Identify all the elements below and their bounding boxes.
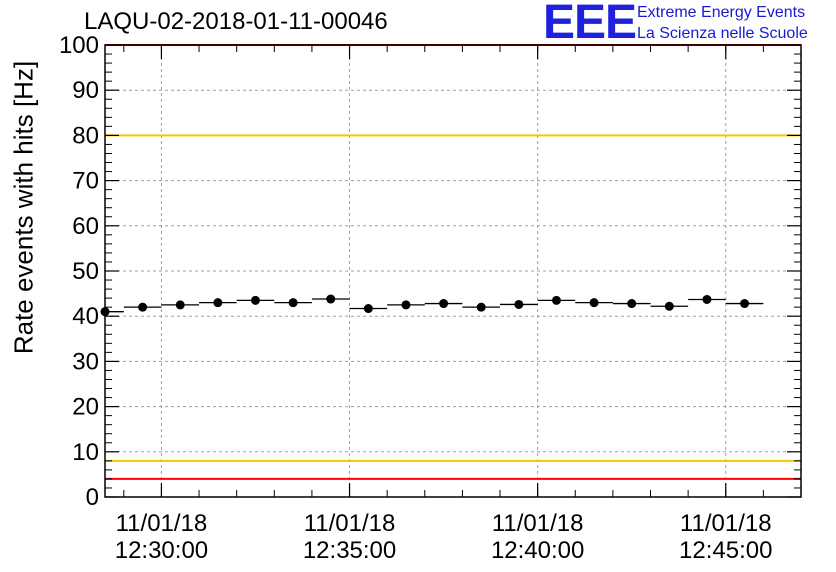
- x-tick-time-label: 12:40:00: [491, 537, 584, 564]
- data-point: [476, 302, 486, 312]
- y-tick-label: 40: [72, 303, 99, 330]
- data-point: [213, 298, 223, 308]
- y-tick-label: 50: [72, 258, 99, 285]
- data-point: [702, 294, 712, 304]
- data-point: [250, 295, 260, 305]
- y-tick-label: 100: [59, 32, 99, 59]
- y-tick-label: 30: [72, 348, 99, 375]
- y-tick-label: 60: [72, 213, 99, 240]
- data-point: [627, 299, 637, 309]
- data-point: [288, 298, 298, 308]
- axis-ticks: [105, 44, 802, 498]
- data-point: [664, 301, 674, 311]
- reference-lines: [105, 44, 801, 480]
- x-tick-time-label: 12:35:00: [303, 537, 396, 564]
- y-tick-label: 10: [72, 439, 99, 466]
- data-point: [551, 295, 561, 305]
- x-tick-time-label: 12:45:00: [679, 537, 772, 564]
- x-tick-date-label: 11/01/18: [492, 510, 584, 537]
- x-tick-date-label: 11/01/18: [116, 510, 208, 537]
- data-point: [514, 299, 524, 309]
- y-tick-label: 20: [72, 394, 99, 421]
- grid: [105, 45, 801, 497]
- y-tick-label: 70: [72, 168, 99, 195]
- chart-title: LAQU-02-2018-01-11-00046: [84, 8, 388, 35]
- y-tick-label: 80: [72, 122, 99, 149]
- data-series: [100, 294, 764, 317]
- x-tick-date-label: 11/01/18: [680, 510, 772, 537]
- logo-line-1: Extreme Energy Events: [637, 4, 806, 21]
- x-tick-time-label: 12:30:00: [115, 537, 208, 564]
- y-tick-label: 90: [72, 77, 99, 104]
- x-tick-date-label: 11/01/18: [304, 510, 396, 537]
- data-point: [401, 300, 411, 310]
- data-point: [740, 299, 750, 309]
- data-point: [363, 304, 373, 314]
- y-tick-label: 0: [86, 484, 99, 511]
- eee-logo: EEE: [543, 0, 637, 49]
- data-point: [326, 294, 336, 304]
- tick-labels: 010203040506070809010011/01/1812:30:0011…: [59, 32, 773, 564]
- data-point: [138, 302, 148, 312]
- data-point: [439, 299, 449, 309]
- data-point: [175, 300, 185, 310]
- logo-line-2: La Scienza nelle Scuole: [637, 25, 808, 42]
- data-point: [589, 298, 599, 308]
